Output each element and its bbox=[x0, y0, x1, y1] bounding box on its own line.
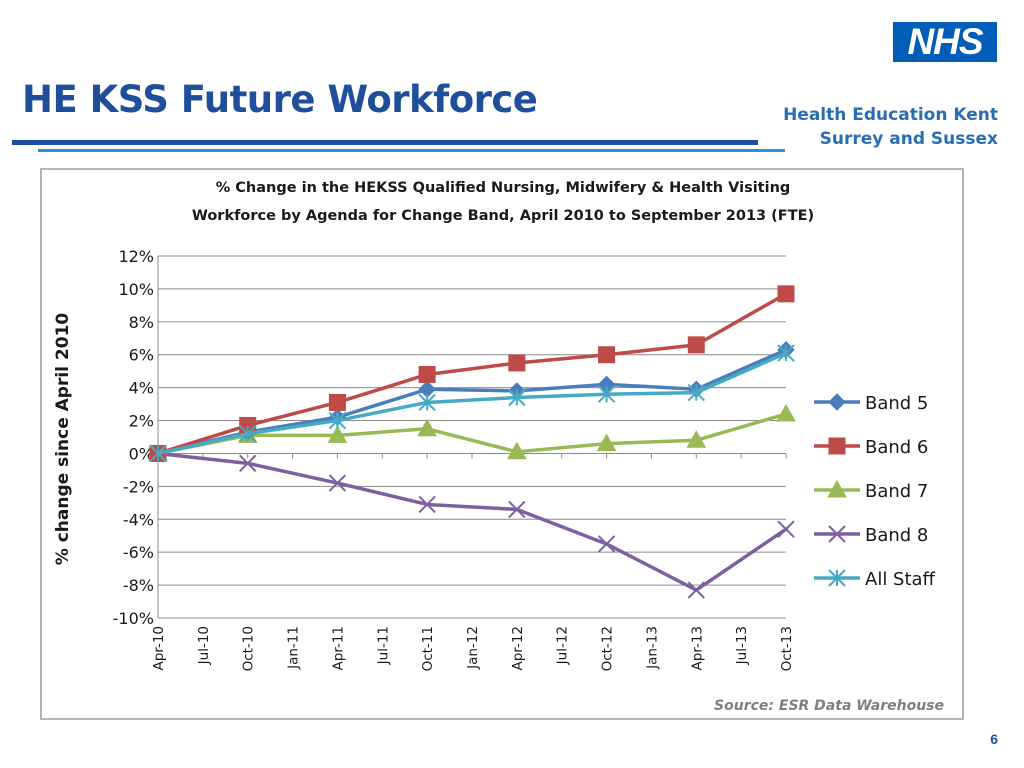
page-number: 6 bbox=[990, 731, 998, 747]
legend-marker bbox=[827, 479, 847, 498]
y-tick-label: -6% bbox=[123, 543, 154, 562]
y-tick-label: 8% bbox=[129, 313, 154, 332]
all-staff-point bbox=[149, 444, 167, 463]
band-8-point bbox=[777, 520, 795, 538]
y-tick-label: -2% bbox=[123, 477, 154, 496]
legend-marker bbox=[828, 569, 846, 587]
band-8-point bbox=[687, 581, 705, 599]
x-tick-label: Jan-11 bbox=[286, 626, 302, 670]
x-tick-label: Oct-11 bbox=[420, 626, 436, 671]
y-tick-label: 10% bbox=[118, 280, 154, 299]
chart-frame: % Change in the HEKSS Qualified Nursing,… bbox=[40, 168, 964, 720]
title-rule-light bbox=[38, 149, 785, 152]
all-staff-point bbox=[597, 385, 616, 403]
series-band-8 bbox=[149, 444, 795, 599]
y-axis-label: % change since April 2010 bbox=[53, 313, 73, 566]
chart-source: Source: ESR Data Warehouse bbox=[714, 698, 944, 714]
all-staff-point bbox=[418, 393, 436, 412]
band-7-point bbox=[776, 403, 796, 422]
band-6-point bbox=[687, 336, 705, 354]
y-tick-label: 12% bbox=[118, 247, 154, 266]
x-tick-label: Apr-11 bbox=[330, 626, 346, 671]
x-tick-label: Oct-12 bbox=[600, 626, 616, 671]
title-rule-dark bbox=[12, 140, 758, 145]
organisation-name-line1: Health Education Kent bbox=[783, 105, 998, 125]
band-8-point bbox=[597, 535, 616, 553]
y-tick-label: 4% bbox=[129, 379, 154, 398]
y-tick-label: -10% bbox=[113, 609, 154, 628]
chart-title-line1: % Change in the HEKSS Qualified Nursing,… bbox=[216, 180, 791, 196]
y-tick-label: 6% bbox=[129, 346, 154, 365]
band-7-point bbox=[507, 441, 527, 460]
band-7-line bbox=[156, 412, 788, 456]
x-tick-label: Jan-13 bbox=[644, 626, 660, 670]
band-8-line bbox=[156, 451, 788, 592]
x-tick-label: Jan-12 bbox=[465, 626, 481, 670]
band-6-point bbox=[777, 285, 795, 303]
x-tick-label: Jul-13 bbox=[734, 626, 750, 665]
legend-item-band-7: Band 7 bbox=[814, 479, 928, 502]
all-staff-point bbox=[687, 383, 705, 402]
band-8-point bbox=[328, 474, 347, 492]
x-tick-label: Jul-12 bbox=[555, 626, 571, 665]
band-7-point bbox=[327, 425, 348, 443]
band-6-point bbox=[418, 365, 436, 383]
band-7-point bbox=[686, 430, 707, 448]
all-staff-point bbox=[777, 344, 795, 362]
legend-marker bbox=[828, 525, 846, 543]
legend-marker bbox=[828, 393, 846, 411]
legend-label: Band 8 bbox=[865, 525, 928, 546]
all-staff-point bbox=[239, 425, 257, 443]
x-tick-label: Oct-13 bbox=[779, 626, 795, 671]
band-6-point bbox=[598, 346, 616, 364]
band-8-point bbox=[418, 495, 436, 514]
x-tick-label: Apr-13 bbox=[689, 626, 705, 671]
y-tick-label: -8% bbox=[123, 576, 154, 595]
x-tick-label: Apr-10 bbox=[151, 626, 167, 671]
legend-item-band-6: Band 6 bbox=[814, 437, 928, 458]
x-tick-labels: Apr-10 Jul-10 Oct-10 Jan-11 Apr-11 Jul-11 Oct-… bbox=[151, 626, 795, 671]
x-tick-label: Jul-11 bbox=[375, 626, 391, 665]
all-staff-point bbox=[508, 388, 526, 407]
y-tick-label: 0% bbox=[129, 444, 154, 463]
band-6-line bbox=[156, 292, 788, 456]
x-tick-label: Jul-10 bbox=[196, 626, 212, 665]
all-staff-point bbox=[328, 411, 347, 430]
band-7-point bbox=[417, 418, 437, 437]
band-5-line bbox=[156, 348, 788, 456]
y-tick-label: 2% bbox=[129, 412, 154, 431]
legend-marker bbox=[828, 437, 846, 455]
legend-item-all-staff: All Staff bbox=[814, 569, 936, 590]
y-tick-labels: 12% 10% 8% 6% 4% 2% 0% -2% -4% -6% -8% -10% bbox=[113, 247, 154, 628]
legend-label: Band 7 bbox=[865, 481, 928, 502]
slide-title: HE KSS Future Workforce bbox=[22, 78, 538, 121]
band-7-point bbox=[596, 433, 617, 452]
x-tick-label: Oct-10 bbox=[241, 626, 257, 671]
organisation-name: Health Education Kent Surrey and Sussex bbox=[783, 103, 998, 151]
band-6-point bbox=[508, 354, 526, 372]
series-lines bbox=[148, 285, 796, 599]
line-chart: % Change in the HEKSS Qualified Nursing,… bbox=[53, 180, 944, 714]
legend: Band 5 Band 6 Band 7 Band 8 All Staff bbox=[814, 393, 936, 590]
x-tick-label: Apr-12 bbox=[510, 626, 526, 671]
legend-item-band-8: Band 8 bbox=[814, 525, 928, 546]
organisation-name-line2: Surrey and Sussex bbox=[819, 129, 998, 149]
all-staff-line bbox=[156, 351, 788, 456]
band-8-point bbox=[508, 500, 526, 519]
chart-title-line2: Workforce by Agenda for Change Band, Apr… bbox=[192, 208, 814, 224]
legend-item-band-5: Band 5 bbox=[814, 393, 928, 414]
legend-label: Band 5 bbox=[865, 393, 928, 414]
series-all-staff bbox=[149, 344, 795, 463]
legend-label: All Staff bbox=[865, 569, 936, 590]
y-tick-label: -4% bbox=[123, 510, 154, 529]
nhs-logo: NHS bbox=[893, 22, 997, 62]
band-6-point bbox=[328, 393, 346, 411]
legend-label: Band 6 bbox=[865, 437, 928, 458]
band-8-point bbox=[239, 454, 257, 473]
